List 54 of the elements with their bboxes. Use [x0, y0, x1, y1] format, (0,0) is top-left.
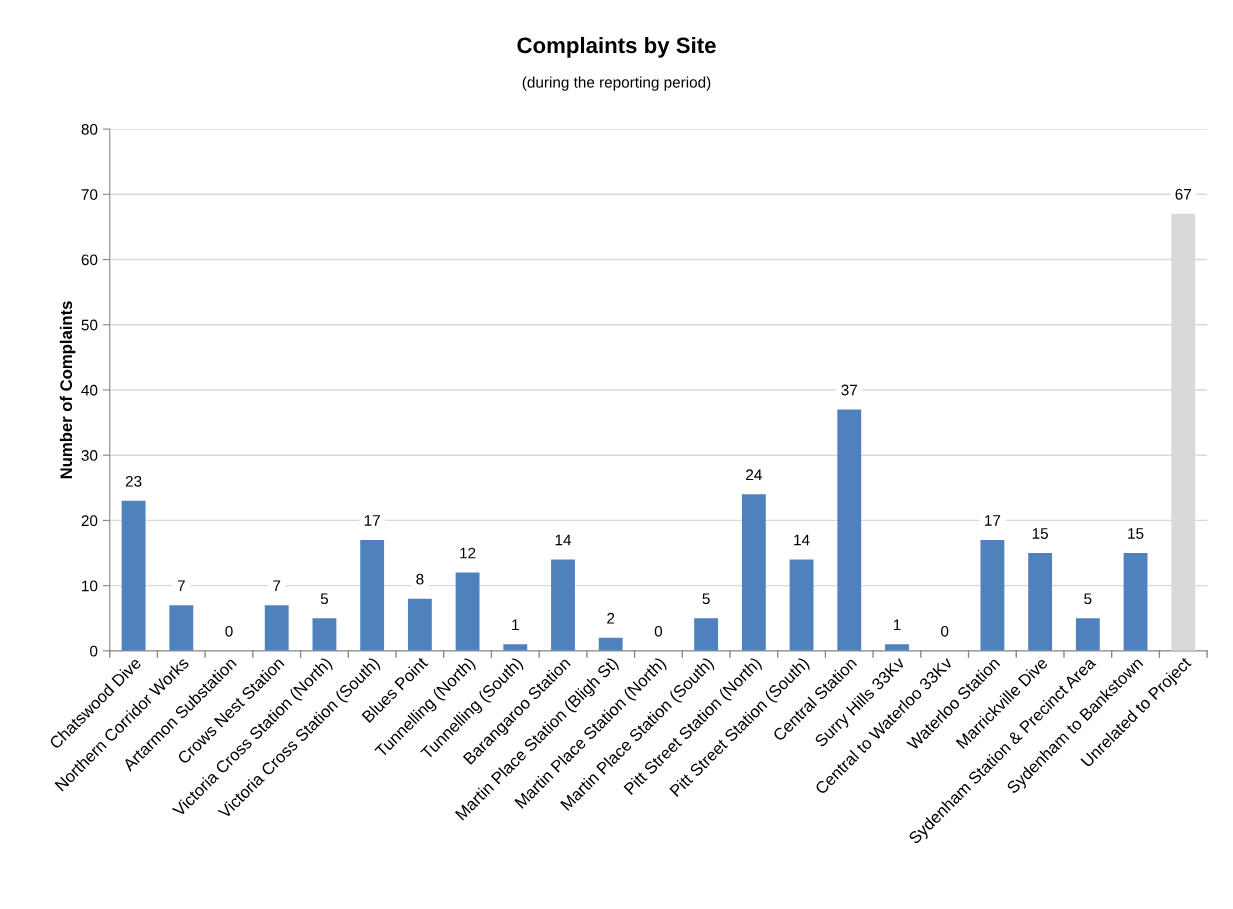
data-label: 5	[1084, 593, 1092, 605]
y-tick-label: 40	[81, 384, 98, 396]
bar	[407, 598, 432, 651]
chart-title: Complaints by Site	[517, 36, 716, 58]
bar	[169, 605, 194, 651]
data-label: 15	[1128, 528, 1144, 539]
data-label: 67	[1175, 188, 1191, 200]
y-tick-label: 50	[81, 319, 98, 331]
y-tick-label: 80	[81, 123, 98, 135]
data-label: 1	[512, 619, 519, 631]
data-label: 12	[460, 547, 476, 559]
bar	[503, 644, 528, 651]
data-label: 7	[273, 580, 281, 591]
bar	[1028, 553, 1053, 651]
data-label: 2	[607, 612, 615, 624]
data-label: 14	[555, 534, 572, 546]
bar	[598, 637, 623, 651]
y-tick-label: 0	[90, 645, 98, 657]
y-tick-label: 60	[81, 254, 98, 266]
bar	[789, 559, 814, 651]
bar	[312, 618, 337, 651]
data-label: 0	[225, 625, 233, 637]
bar	[741, 494, 766, 651]
data-label: 1	[893, 619, 901, 631]
bar	[1075, 618, 1100, 651]
data-label: 24	[746, 469, 762, 481]
data-label: 23	[125, 475, 142, 487]
data-label: 5	[702, 593, 710, 605]
y-tick-label: 70	[81, 189, 98, 200]
data-label: 17	[985, 515, 1001, 526]
bar	[694, 618, 719, 651]
y-axis-title: Number of Complaints	[59, 301, 76, 479]
bar	[264, 605, 289, 651]
bar	[980, 539, 1005, 651]
data-label: 7	[177, 580, 185, 591]
y-tick-label: 20	[81, 515, 98, 527]
y-tick-label: 30	[81, 450, 98, 461]
bar	[551, 559, 575, 651]
data-label: 8	[416, 573, 424, 585]
data-label: 0	[654, 625, 663, 637]
bar	[885, 644, 909, 651]
data-label: 14	[794, 534, 810, 546]
bar	[121, 500, 146, 651]
y-tick-label: 10	[82, 580, 98, 592]
bar	[837, 409, 862, 651]
data-label: 5	[320, 593, 329, 605]
bar	[360, 539, 385, 651]
data-label: 17	[364, 515, 380, 526]
bar	[455, 572, 480, 651]
data-label: 15	[1032, 528, 1048, 539]
chart-subtitle: (during the reporting period)	[522, 76, 711, 91]
data-label: 0	[941, 625, 949, 637]
bar	[1123, 553, 1148, 651]
data-label: 37	[841, 384, 857, 396]
